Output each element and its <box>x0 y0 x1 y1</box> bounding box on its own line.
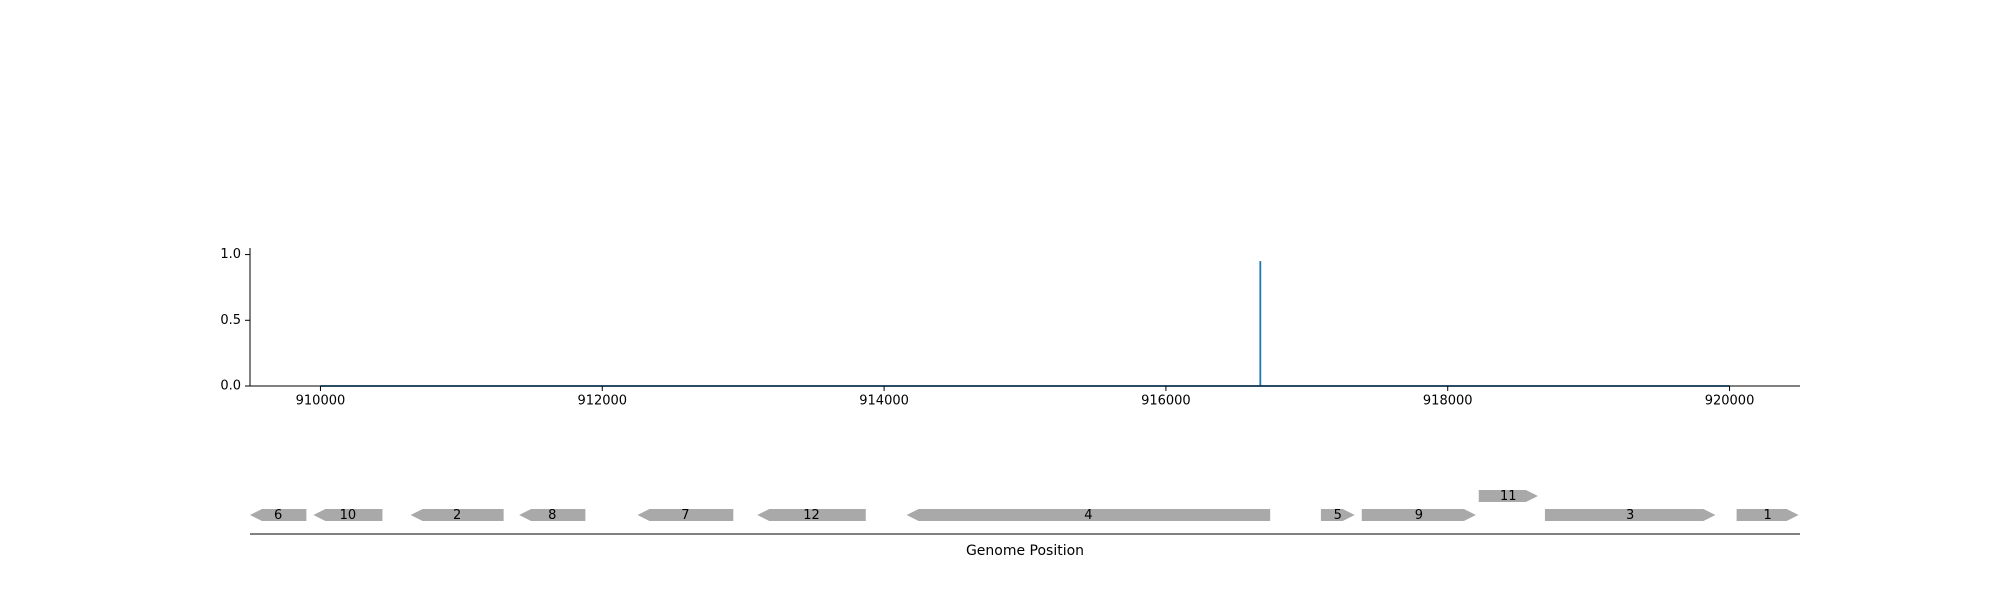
gene-label: 6 <box>274 508 282 523</box>
gene-arrow <box>519 509 586 521</box>
gene-arrow <box>1361 509 1476 521</box>
gene-label: 11 <box>1500 489 1517 504</box>
gene-label: 1 <box>1763 508 1771 523</box>
gene-arrow <box>757 509 866 521</box>
x-tick-label: 916000 <box>1141 394 1191 409</box>
genes: 6 10 2 8 7 12 4 5 9 11 3 1 <box>250 489 1799 523</box>
gene-label: 3 <box>1626 508 1634 523</box>
x-tick-label: 914000 <box>859 394 909 409</box>
gene-arrow <box>250 509 307 521</box>
gene-arrow <box>906 509 1271 521</box>
gene-12: 12 <box>757 508 866 523</box>
gene-arrow <box>313 509 383 521</box>
gene-label: 2 <box>453 508 461 523</box>
gene-arrow <box>1478 490 1538 502</box>
x-ticks: 910000 912000 914000 916000 918000 920000 <box>296 386 1755 409</box>
gene-8: 8 <box>519 508 586 523</box>
gene-label: 8 <box>548 508 556 523</box>
gene-arrow <box>1320 509 1355 521</box>
y-tick-label: 0.5 <box>220 313 241 328</box>
gene-arrow <box>1544 509 1716 521</box>
gene-5: 5 <box>1320 508 1355 523</box>
coverage-panel: 910000 912000 914000 916000 918000 920000 0.0… <box>220 247 1800 409</box>
gene-arrow <box>637 509 734 521</box>
y-ticks: 0.0 0.5 1.0 <box>220 247 250 394</box>
gene-7: 7 <box>637 508 734 523</box>
gene-6: 6 <box>250 508 307 523</box>
gene-track-xlabel: Genome Position <box>966 543 1084 559</box>
gene-label: 9 <box>1415 508 1423 523</box>
gene-arrow <box>1736 509 1799 521</box>
x-tick-label: 918000 <box>1423 394 1473 409</box>
y-tick-label: 0.0 <box>220 379 241 394</box>
gene-10: 10 <box>313 508 383 523</box>
x-tick-label: 912000 <box>577 394 627 409</box>
gene-3: 3 <box>1544 508 1716 523</box>
gene-1: 1 <box>1736 508 1799 523</box>
gene-arrow <box>410 509 504 521</box>
gene-2: 2 <box>410 508 504 523</box>
gene-9: 9 <box>1361 508 1476 523</box>
gene-label: 5 <box>1334 508 1342 523</box>
gene-label: 7 <box>681 508 689 523</box>
gene-label: 12 <box>803 508 820 523</box>
gene-track-panel: 6 10 2 8 7 12 4 5 9 11 3 1 Genome Position <box>250 489 1800 559</box>
gene-label: 4 <box>1084 508 1092 523</box>
x-tick-label: 920000 <box>1705 394 1755 409</box>
gene-4: 4 <box>906 508 1271 523</box>
gene-label: 10 <box>340 508 357 523</box>
x-tick-label: 910000 <box>296 394 346 409</box>
y-tick-label: 1.0 <box>220 247 241 262</box>
gene-11: 11 <box>1478 489 1538 504</box>
